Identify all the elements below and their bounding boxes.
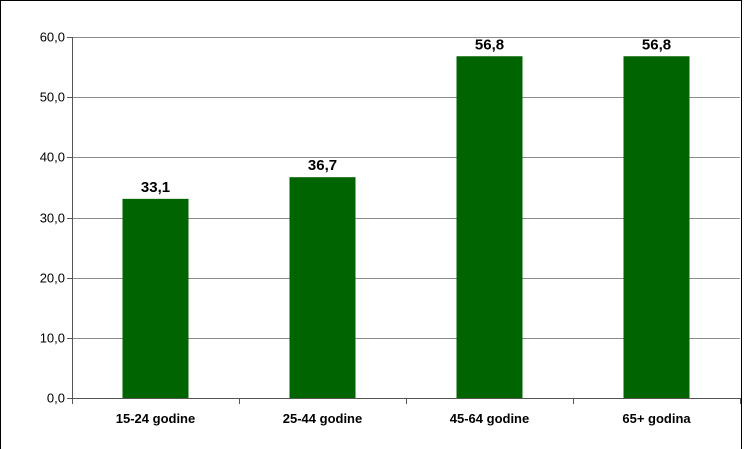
bar-1 <box>122 198 189 398</box>
data-label: 36,7 <box>308 157 337 174</box>
bar-4 <box>623 56 690 399</box>
x-category-label: 25-44 godine <box>283 411 362 426</box>
y-tick-label: 0,0 <box>47 391 65 406</box>
y-tick-label: 40,0 <box>40 150 65 165</box>
x-category-label: 65+ godina <box>622 411 691 426</box>
bar-3 <box>456 56 523 399</box>
data-label: 56,8 <box>475 36 504 53</box>
bar-2 <box>289 177 356 398</box>
y-tick-label: 30,0 <box>40 211 65 226</box>
y-tick-label: 60,0 <box>40 30 65 45</box>
y-tick-label: 50,0 <box>40 90 65 105</box>
data-label: 33,1 <box>141 179 170 196</box>
data-label: 56,8 <box>642 36 671 53</box>
x-category-label: 15-24 godine <box>116 411 195 426</box>
x-category-label: 45-64 godine <box>450 411 529 426</box>
y-tick-label: 10,0 <box>40 331 65 346</box>
y-tick-label: 20,0 <box>40 271 65 286</box>
